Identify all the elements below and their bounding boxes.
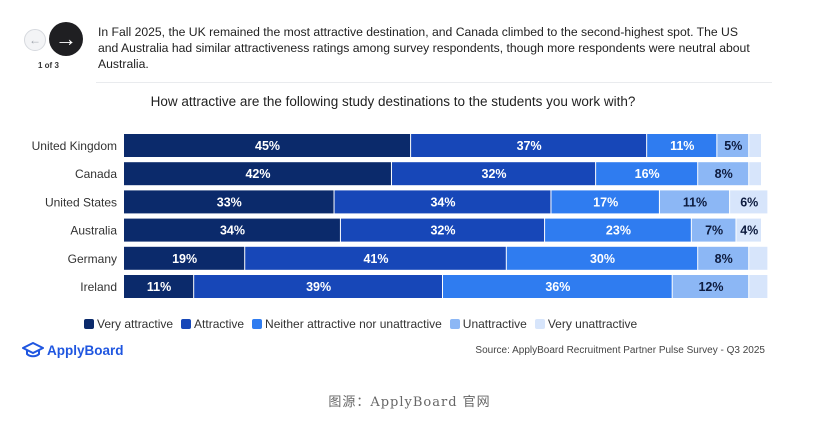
bar-segment-australia-neither-attractive-nor-unattractive: [545, 218, 691, 242]
logo-text: ApplyBoard: [47, 342, 124, 358]
bar-segment-ireland-attractive: [194, 275, 442, 298]
legend-item-neither-attractive-nor-unattractive: Neither attractive nor unattractive: [252, 317, 442, 331]
bar-segment-united-states-neither-attractive-nor-unattractive: [551, 190, 659, 214]
data-label-germany-unattractive: 8%: [715, 252, 733, 266]
data-label-germany-attractive: 41%: [363, 252, 388, 266]
bar-segment-ireland-unattractive: [672, 275, 749, 298]
category-label-australia: Australia: [70, 224, 117, 238]
bar-segment-australia-attractive: [340, 218, 545, 242]
data-label-united-states-very-attractive: 33%: [217, 195, 242, 209]
bar-segment-canada-very-unattractive: [749, 162, 761, 186]
data-label-australia-very-unattractive: 4%: [740, 224, 758, 238]
bar-segment-canada-attractive: [391, 162, 596, 186]
bar-segment-united-kingdom-neither-attractive-nor-unattractive: [647, 134, 717, 157]
data-label-australia-unattractive: 7%: [705, 224, 723, 238]
data-label-united-kingdom-very-attractive: 45%: [255, 139, 280, 153]
source-note: Source: ApplyBoard Recruitment Partner P…: [475, 345, 765, 356]
arrow-right-icon: →: [55, 26, 77, 51]
bar-segment-australia-very-unattractive: [736, 218, 761, 242]
legend-label: Very attractive: [97, 317, 174, 331]
bar-segment-australia-unattractive: [691, 218, 736, 242]
chart-description: In Fall 2025, the UK remained the most a…: [98, 25, 750, 71]
bar-segment-united-states-attractive: [334, 190, 551, 214]
bar-segment-germany-unattractive: [698, 246, 749, 270]
bar-segment-australia-very-attractive: [124, 218, 340, 242]
legend-swatch: [252, 319, 263, 329]
category-label-united-kingdom: United Kingdom: [32, 139, 117, 153]
category-label-germany: Germany: [68, 252, 117, 266]
legend-item-very-unattractive: Very unattractive: [534, 317, 638, 331]
data-label-united-states-very-unattractive: 6%: [740, 195, 758, 209]
bar-segment-united-states-very-unattractive: [730, 190, 768, 214]
data-label-ireland-very-attractive: 11%: [147, 280, 171, 294]
legend-swatch: [534, 319, 545, 329]
bar-segment-united-kingdom-attractive: [411, 134, 647, 157]
bar-segment-united-kingdom-very-attractive: [124, 134, 411, 157]
bar-segment-united-kingdom-very-unattractive: [749, 134, 761, 157]
stacked-bar-chart: How attractive are the following study d…: [32, 94, 768, 298]
divider: [96, 82, 772, 83]
next-slide-button[interactable]: →: [49, 22, 83, 56]
data-label-ireland-attractive: 39%: [306, 280, 331, 294]
data-label-united-kingdom-unattractive: 5%: [724, 139, 742, 153]
bar-segment-united-kingdom-unattractive: [717, 134, 749, 157]
bar-segment-ireland-very-unattractive: [749, 275, 768, 298]
legend-label: Attractive: [194, 317, 245, 331]
data-label-canada-very-attractive: 42%: [245, 167, 270, 181]
bar-segment-germany-neither-attractive-nor-unattractive: [506, 246, 698, 270]
data-label-australia-attractive: 32%: [430, 224, 455, 238]
bar-segment-canada-unattractive: [698, 162, 749, 186]
category-label-canada: Canada: [75, 167, 117, 181]
data-label-united-states-neither-attractive-nor-unattractive: 17%: [593, 195, 618, 209]
bar-segment-germany-very-unattractive: [749, 246, 768, 270]
bar-segment-canada-very-attractive: [124, 162, 391, 186]
bar-segment-united-states-very-attractive: [124, 190, 334, 214]
bar-segment-united-states-unattractive: [659, 190, 730, 214]
legend-swatch: [84, 319, 94, 329]
data-label-ireland-unattractive: 12%: [698, 280, 723, 294]
data-label-united-states-unattractive: 11%: [683, 195, 707, 209]
page-indicator: 1 of 3: [38, 61, 59, 70]
legend-item-attractive: Attractive: [181, 317, 244, 331]
applyboard-logo: ApplyBoard: [22, 342, 124, 358]
legend-item-very-attractive: Very attractive: [84, 317, 173, 331]
data-label-australia-neither-attractive-nor-unattractive: 23%: [606, 224, 631, 238]
image-credit: 图源：ApplyBoard 官网: [328, 395, 491, 410]
data-label-united-kingdom-attractive: 37%: [517, 139, 542, 153]
data-label-germany-neither-attractive-nor-unattractive: 30%: [590, 252, 615, 266]
bar-segment-ireland-very-attractive: [124, 275, 194, 298]
data-label-canada-attractive: 32%: [482, 167, 507, 181]
legend-swatch: [181, 319, 192, 329]
previous-slide-button[interactable]: ←: [24, 29, 46, 51]
data-label-canada-unattractive: 8%: [715, 167, 733, 181]
bar-segment-germany-very-attractive: [124, 246, 245, 270]
legend-label: Unattractive: [462, 317, 527, 331]
bar-segment-ireland-neither-attractive-nor-unattractive: [443, 275, 672, 298]
legend-swatch: [449, 319, 460, 329]
data-label-united-kingdom-neither-attractive-nor-unattractive: 11%: [670, 139, 694, 153]
data-label-united-states-attractive: 34%: [430, 195, 455, 209]
bar-segment-germany-attractive: [245, 246, 506, 270]
legend-item-unattractive: Unattractive: [449, 317, 527, 331]
legend-label: Very unattractive: [547, 317, 638, 331]
legend-label: Neither attractive nor unattractive: [265, 317, 442, 331]
data-label-australia-very-attractive: 34%: [220, 224, 245, 238]
chart-title: How attractive are the following study d…: [151, 94, 636, 109]
data-label-ireland-neither-attractive-nor-unattractive: 36%: [545, 280, 570, 294]
graduation-cap-icon: [22, 342, 44, 358]
data-label-canada-neither-attractive-nor-unattractive: 16%: [635, 167, 660, 181]
chart-legend: Very attractive Attractive Neither attract…: [84, 317, 637, 331]
category-label-ireland: Ireland: [80, 280, 117, 294]
bars-group: United Kingdom 45% 37% 11% 5% Canada 42% 32% 16%…: [32, 134, 768, 298]
category-label-united-states: United States: [45, 195, 117, 209]
arrow-left-icon: ←: [29, 33, 41, 47]
data-label-germany-very-attractive: 19%: [172, 252, 197, 266]
bar-segment-canada-neither-attractive-nor-unattractive: [596, 162, 698, 186]
